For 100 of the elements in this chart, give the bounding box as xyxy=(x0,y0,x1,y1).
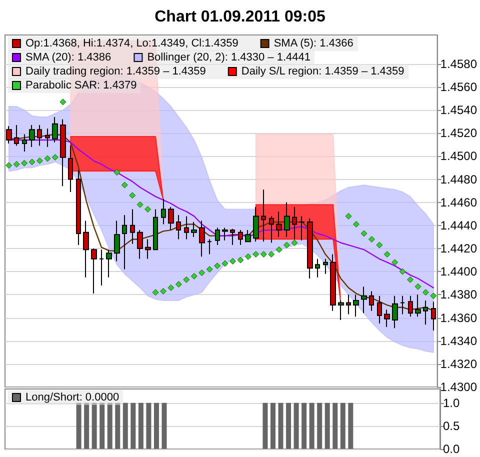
legend-label: SMA (20): 1.4386 xyxy=(26,52,112,64)
point xyxy=(252,251,260,258)
candlestick xyxy=(91,248,97,294)
legend-label: Daily S/L region: 1.4359 – 1.4359 xyxy=(241,66,404,78)
y-tick-label: 1.4500 xyxy=(440,149,478,164)
point xyxy=(407,276,414,283)
candlestick xyxy=(137,230,143,260)
y-tick-label: 1.4400 xyxy=(440,264,478,279)
y-tick-label: 1.4320 xyxy=(440,356,478,371)
y-tick-label: 1.4420 xyxy=(440,242,478,256)
y-tick-label: 0.5 xyxy=(443,418,460,433)
point xyxy=(152,289,159,296)
point xyxy=(190,272,198,280)
candlestick xyxy=(161,198,166,225)
candlestick xyxy=(29,124,35,148)
candlestick xyxy=(176,214,181,240)
point xyxy=(268,251,275,258)
point xyxy=(114,169,120,176)
candlestick xyxy=(99,249,104,286)
candlestick xyxy=(346,294,351,315)
candlestick xyxy=(323,258,328,274)
point xyxy=(160,288,166,294)
point xyxy=(399,268,406,275)
y-tick-label: 1.4360 xyxy=(440,310,478,325)
point xyxy=(28,158,36,166)
candlestick xyxy=(122,214,127,270)
point xyxy=(121,182,128,188)
point xyxy=(136,201,144,208)
candlestick xyxy=(431,301,436,331)
candlestick xyxy=(245,230,251,242)
candlestick xyxy=(106,249,112,278)
point xyxy=(206,266,213,273)
candlestick xyxy=(299,216,305,241)
candlestick xyxy=(207,238,212,255)
candlestick xyxy=(168,206,174,231)
point xyxy=(129,192,136,199)
candlestick xyxy=(37,124,42,146)
candlestick xyxy=(6,126,12,144)
candlestick xyxy=(261,189,266,242)
candlestick xyxy=(130,208,135,244)
y-tick-label: 0.0 xyxy=(443,442,460,456)
point xyxy=(175,281,182,288)
point xyxy=(244,253,252,260)
candlestick xyxy=(14,124,19,146)
point xyxy=(384,251,390,258)
candlestick xyxy=(269,216,274,244)
y-tick-label: 1.4540 xyxy=(440,103,478,118)
point xyxy=(168,284,174,291)
legend-label: Parabolic SAR: 1.4379 xyxy=(26,80,137,92)
point xyxy=(368,236,375,243)
point xyxy=(376,242,383,248)
candlestick xyxy=(45,128,50,148)
point xyxy=(52,154,58,161)
point xyxy=(284,242,290,248)
candlestick xyxy=(222,227,228,241)
point xyxy=(352,221,360,228)
candlestick xyxy=(361,286,367,314)
point xyxy=(13,161,20,168)
candlestick xyxy=(423,300,428,326)
candlestick xyxy=(83,220,89,278)
y-tick-label: 1.4440 xyxy=(440,218,478,232)
point xyxy=(430,292,437,300)
candlestick xyxy=(415,294,421,318)
candlestick xyxy=(238,230,243,246)
legend-label: Op:1.4368, Hi:1.4374, Lo:1.4349, Cl:1.4359 xyxy=(26,38,238,50)
legend-label: Long/Short: 0.0000 xyxy=(26,392,120,404)
candlestick xyxy=(369,290,374,312)
point xyxy=(237,256,244,264)
candlestick xyxy=(338,300,344,321)
candlestick xyxy=(307,218,313,280)
candlestick xyxy=(315,258,320,278)
candlestick xyxy=(52,116,58,143)
candlestick xyxy=(384,309,390,328)
point xyxy=(183,276,190,283)
chart-title: Chart 01.09.2011 09:05 xyxy=(154,8,326,26)
candlestick xyxy=(76,170,81,246)
candlestick xyxy=(330,254,336,312)
candlestick xyxy=(284,202,290,238)
candlestick xyxy=(184,216,189,240)
candlestick xyxy=(114,220,120,262)
y-tick-label: 1.4580 xyxy=(440,56,478,71)
candlestick xyxy=(68,145,73,192)
legend-label: SMA (5): 1.4366 xyxy=(274,38,354,50)
y-tick-label: 1.4520 xyxy=(440,126,478,140)
point xyxy=(276,246,282,253)
point xyxy=(260,251,267,258)
point xyxy=(392,259,398,266)
point xyxy=(6,162,12,169)
candlestick xyxy=(230,228,235,246)
y-tick-label: 1.4340 xyxy=(440,334,478,348)
point xyxy=(44,155,51,162)
point xyxy=(229,258,236,264)
point xyxy=(60,98,66,106)
candlestick xyxy=(377,295,382,324)
candlestick xyxy=(392,295,398,329)
candlestick xyxy=(276,211,282,238)
candlestick xyxy=(400,295,405,315)
point xyxy=(144,206,152,213)
candlestick xyxy=(253,206,259,242)
candlestick xyxy=(153,208,158,250)
